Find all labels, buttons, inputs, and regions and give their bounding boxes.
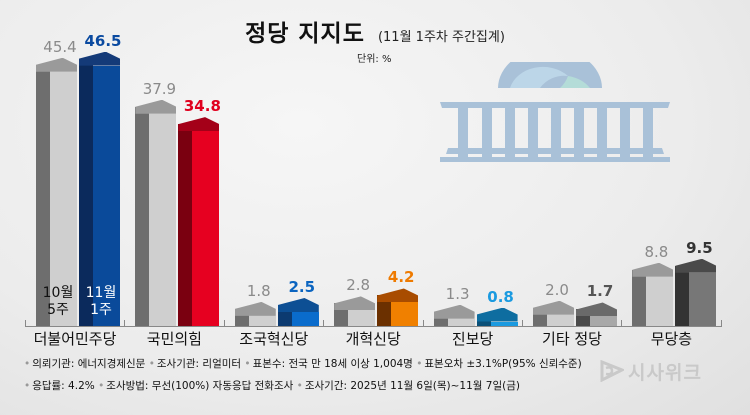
bar-prev bbox=[533, 300, 574, 326]
national-assembly-building-icon bbox=[440, 62, 670, 162]
x-axis-tick bbox=[621, 320, 623, 327]
value-label-current: 2.5 bbox=[288, 278, 316, 296]
x-axis-tick bbox=[223, 320, 225, 327]
value-label-prev: 45.4 bbox=[43, 37, 77, 56]
note-response-rate: 응답률: 4.2% bbox=[32, 380, 95, 392]
bar-current bbox=[79, 51, 120, 326]
value-label-prev: 1.8 bbox=[246, 281, 271, 300]
x-axis-label: 조국혁신당 bbox=[239, 330, 309, 348]
bar-prev bbox=[334, 296, 376, 326]
chart-title-sub: (11월 1주차 주간집계) bbox=[377, 30, 505, 45]
x-axis-label: 진보당 bbox=[451, 330, 494, 348]
bar-current bbox=[476, 307, 518, 326]
bar-chart: 45.4 46.5 더불어민주당 10월 5주 11월 1주 37.9 34.8 국민의힘 1.8 2… bbox=[25, 31, 722, 348]
value-label-prev: 37.9 bbox=[142, 79, 177, 98]
bar-prev bbox=[234, 301, 276, 326]
x-axis-tick bbox=[422, 320, 424, 327]
value-label-prev: 8.8 bbox=[644, 242, 669, 261]
value-label-prev: 2.0 bbox=[545, 280, 569, 299]
x-axis-tick bbox=[720, 320, 722, 327]
note-method: 조사방법: 무선(100%) 자동응답 전화조사 bbox=[106, 380, 294, 392]
value-label-prev: 1.3 bbox=[445, 284, 470, 303]
note-sample: 표본수: 전국 만 18세 이상 1,004명 bbox=[252, 358, 413, 370]
note-period: 조사기간: 2025년 11월 6일(목)~11월 7일(금) bbox=[304, 380, 520, 392]
note-client: 의뢰기관: 에너지경제신문 bbox=[32, 358, 146, 370]
legend-prev-week: 10월 5주 bbox=[42, 285, 74, 318]
x-axis-label: 무당층 bbox=[650, 330, 693, 348]
x-axis-tick bbox=[124, 320, 126, 327]
bar-prev bbox=[632, 262, 674, 326]
x-axis-tick bbox=[25, 320, 26, 327]
legend-current-week: 11월 1주 bbox=[85, 285, 117, 318]
value-label-current: 1.7 bbox=[586, 282, 614, 301]
note-agency: 조사기관: 리얼미터 bbox=[156, 358, 242, 370]
bar-current bbox=[576, 302, 617, 326]
unit-label: 단위: % bbox=[357, 54, 392, 65]
x-axis-line bbox=[25, 326, 722, 327]
bar-current bbox=[178, 117, 220, 326]
value-label-current: 0.8 bbox=[487, 287, 514, 306]
logo-text: 시사위크 bbox=[628, 362, 702, 384]
value-label-current: 9.5 bbox=[686, 238, 713, 257]
chart-title: 정당 지지도 (11월 1주차 주간집계) bbox=[0, 14, 750, 48]
bar-prev bbox=[433, 304, 475, 326]
notes-line-1: • 의뢰기관: 에너지경제신문 • 조사기관: 리얼미터 • 표본수: 전국 만 18… bbox=[24, 358, 582, 370]
value-label-prev: 2.8 bbox=[346, 276, 371, 295]
bar-current bbox=[675, 258, 717, 326]
sisaweek-logo: 시사위크 bbox=[600, 358, 702, 385]
note-margin: 표본오차 ±3.1%P(95% 신뢰수준) bbox=[424, 358, 582, 370]
chart-title-main: 정당 지지도 bbox=[245, 21, 365, 47]
bar-prev bbox=[36, 57, 77, 326]
value-label-current: 46.5 bbox=[84, 31, 122, 50]
bar-current bbox=[277, 298, 319, 326]
bar-prev bbox=[135, 99, 177, 326]
notes-line-2: • 응답률: 4.2% • 조사방법: 무선(100%) 자동응답 전화조사 • 조사… bbox=[24, 380, 520, 392]
value-label-current: 34.8 bbox=[183, 97, 221, 116]
x-axis-label: 국민의힘 bbox=[146, 330, 202, 348]
x-axis-label: 더불어민주당 bbox=[33, 330, 117, 348]
value-label-current: 4.2 bbox=[387, 268, 415, 287]
x-axis-label: 개혁신당 bbox=[345, 330, 401, 348]
x-axis-tick bbox=[323, 320, 325, 327]
x-axis-label: 기타 정당 bbox=[542, 330, 602, 348]
sisaweek-logo-icon bbox=[600, 359, 626, 383]
bar-current bbox=[377, 288, 419, 326]
x-axis-tick bbox=[522, 320, 523, 327]
